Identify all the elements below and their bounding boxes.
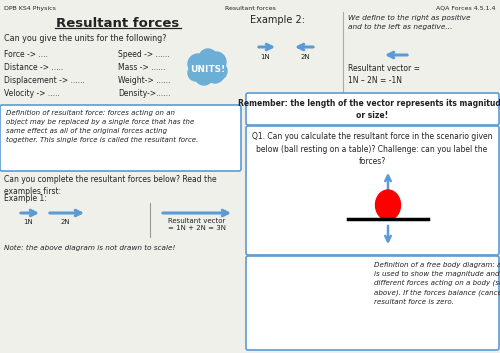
Text: Resultant forces: Resultant forces bbox=[56, 17, 180, 30]
Text: Can you complete the resultant forces below? Read the
examples first:: Can you complete the resultant forces be… bbox=[4, 175, 216, 196]
Text: Distance -> .....: Distance -> ..... bbox=[4, 63, 63, 72]
FancyBboxPatch shape bbox=[0, 105, 241, 171]
Text: UNITS!: UNITS! bbox=[190, 65, 226, 73]
Text: Speed -> ......: Speed -> ...... bbox=[118, 50, 170, 59]
Text: DPB KS4 Physics: DPB KS4 Physics bbox=[4, 6, 56, 11]
Text: Velocity -> .....: Velocity -> ..... bbox=[4, 89, 60, 98]
Text: We define to the right as positive
and to the left as negative...: We define to the right as positive and t… bbox=[348, 15, 470, 30]
Text: 1N: 1N bbox=[23, 219, 33, 225]
Circle shape bbox=[206, 65, 224, 83]
Text: Resultant forces: Resultant forces bbox=[224, 6, 276, 11]
Circle shape bbox=[194, 54, 222, 82]
Text: AQA Forces 4.5.1.4: AQA Forces 4.5.1.4 bbox=[436, 6, 496, 11]
Circle shape bbox=[195, 67, 213, 85]
Circle shape bbox=[209, 62, 227, 80]
Circle shape bbox=[206, 52, 226, 72]
Text: Definition of resultant force: forces acting on an
object may be replaced by a s: Definition of resultant force: forces ac… bbox=[6, 110, 198, 143]
Circle shape bbox=[188, 65, 204, 81]
Text: Definition of a free body diagram: a free body diagram
is used to show the magni: Definition of a free body diagram: a fre… bbox=[374, 262, 500, 305]
FancyBboxPatch shape bbox=[246, 256, 499, 350]
Circle shape bbox=[188, 54, 208, 74]
Text: 2N: 2N bbox=[300, 54, 310, 60]
Text: 1N: 1N bbox=[260, 54, 270, 60]
Text: Force -> ....: Force -> .... bbox=[4, 50, 48, 59]
FancyBboxPatch shape bbox=[246, 93, 499, 125]
Text: Example 2:: Example 2: bbox=[250, 15, 305, 25]
FancyBboxPatch shape bbox=[246, 126, 499, 255]
Text: Note: the above diagram is not drawn to scale!: Note: the above diagram is not drawn to … bbox=[4, 245, 176, 251]
Text: Displacement -> ......: Displacement -> ...... bbox=[4, 76, 85, 85]
Text: Q1. Can you calculate the resultant force in the scenario given
below (ball rest: Q1. Can you calculate the resultant forc… bbox=[252, 132, 492, 166]
Text: Weight-> ......: Weight-> ...... bbox=[118, 76, 171, 85]
Text: 2N: 2N bbox=[60, 219, 70, 225]
Text: Mass -> ......: Mass -> ...... bbox=[118, 63, 166, 72]
Text: Remember: the length of the vector represents its magnitude
or size!: Remember: the length of the vector repre… bbox=[238, 99, 500, 120]
Circle shape bbox=[199, 49, 217, 67]
Text: Example 1:: Example 1: bbox=[4, 194, 47, 203]
Text: Resultant vector =
1N – 2N = -1N: Resultant vector = 1N – 2N = -1N bbox=[348, 64, 420, 85]
Text: Resultant vector
= 1N + 2N = 3N: Resultant vector = 1N + 2N = 3N bbox=[168, 218, 226, 231]
Text: Can you give the units for the following?: Can you give the units for the following… bbox=[4, 34, 166, 43]
Text: Density->......: Density->...... bbox=[118, 89, 171, 98]
Ellipse shape bbox=[376, 190, 400, 220]
